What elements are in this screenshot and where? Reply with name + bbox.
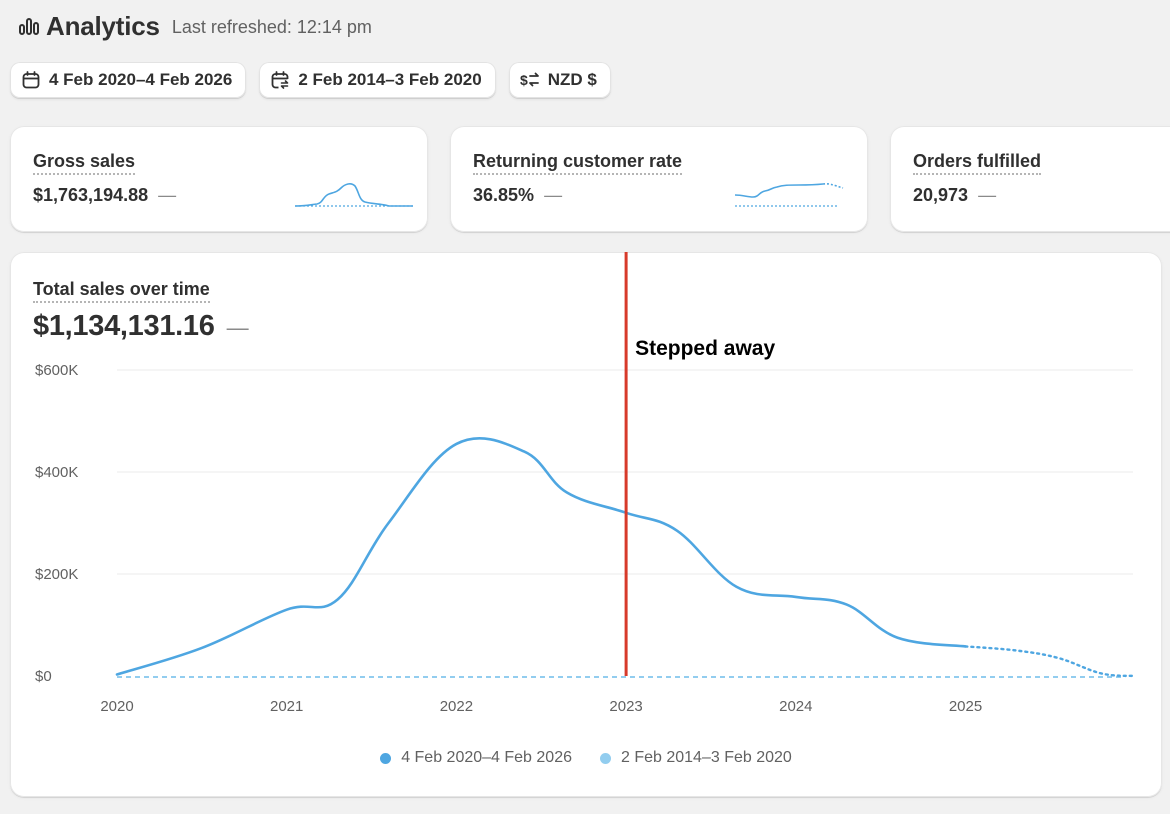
analytics-icon <box>19 18 39 35</box>
currency-label: NZD $ <box>547 70 597 89</box>
page-title: Analytics <box>46 10 160 41</box>
series-current-line <box>115 436 967 676</box>
chart-legend: 4 Feb 2020–4 Feb 2026 2 Feb 2014–3 Feb 2… <box>10 749 1162 767</box>
currency-button[interactable]: $ NZD $ <box>508 62 611 98</box>
x-tick-label: 2025 <box>949 698 982 715</box>
last-refreshed: Last refreshed: 12:14 pm <box>171 16 372 37</box>
metric-change-dash: — <box>158 185 177 205</box>
sparkline-returning-customer-rate <box>734 182 844 207</box>
metric-value: 20,973 — <box>913 185 996 206</box>
legend-dot-current <box>380 752 392 764</box>
svg-text:$: $ <box>520 72 528 88</box>
compare-range-button[interactable]: 2 Feb 2014–3 Feb 2020 <box>259 62 496 98</box>
page-header: Analytics Last refreshed: 12:14 pm <box>18 8 372 44</box>
compare-range-label: 2 Feb 2014–3 Feb 2020 <box>298 70 482 89</box>
y-tick-label: $600K <box>35 362 78 379</box>
metric-card-returning-customer-rate[interactable]: Returning customer rate 36.85% — <box>450 126 868 232</box>
calendar-compare-icon <box>271 71 289 89</box>
x-tick-label: 2020 <box>100 698 133 715</box>
legend-label-current: 4 Feb 2020–4 Feb 2026 <box>401 749 572 766</box>
x-tick-label: 2024 <box>779 698 812 715</box>
chart-title[interactable]: Total sales over time <box>33 279 210 303</box>
metric-value: 36.85% — <box>473 185 562 206</box>
metric-label[interactable]: Orders fulfilled <box>913 151 1042 175</box>
series-projected-line <box>964 645 1137 678</box>
total-sales-change-dash: — <box>226 315 249 340</box>
x-tick-label: 2022 <box>440 698 473 715</box>
calendar-icon <box>22 71 40 89</box>
metric-label[interactable]: Returning customer rate <box>473 151 683 175</box>
sales-line-chart[interactable]: $0 $200K $400K $600K 2020 2021 2022 2023 2024 202… <box>10 252 1162 742</box>
sparkline-gross-sales <box>294 183 415 207</box>
metric-label[interactable]: Gross sales <box>33 151 136 175</box>
annotation-label: Stepped away <box>635 337 775 360</box>
y-tick-label: $200K <box>35 566 78 583</box>
metric-value-text: 20,973 <box>913 185 969 205</box>
metric-value: $1,763,194.88 — <box>33 185 176 206</box>
y-tick-label: $400K <box>35 464 78 481</box>
legend-dot-comparison <box>600 752 611 764</box>
date-range-button[interactable]: 4 Feb 2020–4 Feb 2026 <box>10 62 247 98</box>
currency-exchange-icon: $ <box>520 72 539 88</box>
metric-change-dash: — <box>978 185 997 205</box>
date-range-label: 4 Feb 2020–4 Feb 2026 <box>49 70 233 89</box>
metric-card-gross-sales[interactable]: Gross sales $1,763,194.88 — <box>10 126 428 232</box>
total-sales-card: Total sales over time $1,134,131.16— $0 $… <box>10 252 1162 797</box>
metric-value-text: 36.85% <box>473 185 535 205</box>
total-sales-value: $1,134,131.16 — <box>33 310 249 343</box>
y-tick-label: $0 <box>35 668 52 685</box>
legend-item-comparison[interactable]: 2 Feb 2014–3 Feb 2020 <box>600 749 792 767</box>
legend-label-comparison: 2 Feb 2014–3 Feb 2020 <box>621 749 792 766</box>
metric-card-orders-fulfilled[interactable]: Orders fulfilled 20,973 — <box>890 126 1170 232</box>
total-sales-value-text: $1,134,131.16 <box>33 310 215 342</box>
filter-bar: 4 Feb 2020–4 Feb 2026 2 Feb 2014–3 Feb 2… <box>10 62 624 98</box>
metric-change-dash: — <box>544 185 563 205</box>
x-tick-label: 2023 <box>609 698 642 715</box>
x-tick-label: 2021 <box>270 698 303 715</box>
legend-item-current[interactable]: 4 Feb 2020–4 Feb 2026 <box>380 749 572 767</box>
metric-value-text: $1,763,194.88 <box>33 185 149 205</box>
